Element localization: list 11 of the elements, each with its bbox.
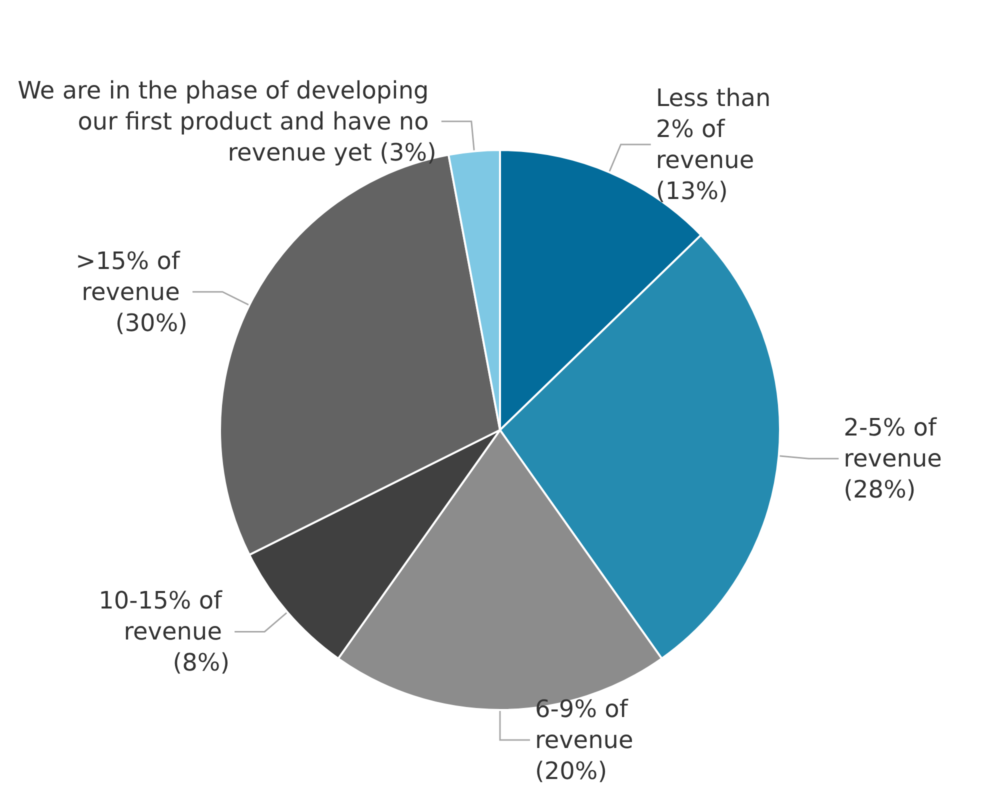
data-label: (13%) xyxy=(656,177,728,206)
slice-label: 2-5% of revenue xyxy=(844,414,950,473)
data-label: (20%) xyxy=(535,757,608,785)
slice-label: >15% of revenue xyxy=(76,246,188,306)
slice-label: Less than 2% of revenue xyxy=(656,84,778,174)
slice-label: 10-15% of revenue xyxy=(98,586,230,646)
slice-label: We are in the phase of developing our first product and have no revenue yet (3%) xyxy=(18,76,436,166)
data-label: (30%) xyxy=(115,308,188,337)
data-label: (8%) xyxy=(172,648,230,677)
data-label: (28%) xyxy=(844,476,916,504)
slice-label: 6-9% of revenue xyxy=(535,695,641,754)
